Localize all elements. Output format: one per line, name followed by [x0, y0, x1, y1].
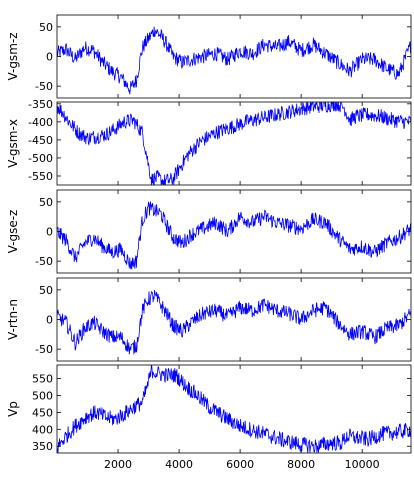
y-axis-label: V-rtn-n	[6, 299, 20, 340]
panel-1: 50 0 -50 V-gsm-z	[6, 14, 412, 99]
series-line	[57, 26, 411, 95]
y-tick-label: -400	[28, 116, 53, 129]
y-tick-label: 500	[32, 389, 53, 402]
y-tick-label: 0	[46, 226, 53, 239]
x-tick-label: 4000	[165, 458, 193, 471]
y-axis-label: Vp	[6, 401, 20, 417]
y-tick-label: -450	[28, 134, 53, 147]
y-axis-label: V-gsm-x	[6, 119, 20, 168]
y-tick-label: 0	[46, 51, 53, 64]
y-tick-label: 450	[32, 406, 53, 419]
series-line	[57, 365, 411, 453]
panel-2: -350 -400 -450 -500 -550 V-gsm-x	[6, 98, 412, 186]
panels: 500-50V-gsm-z-350-400-450-500-550V-gsm-x…	[6, 14, 412, 471]
panel-4: 50 0 -50 V-rtn-n	[6, 277, 412, 362]
y-tick-label: 50	[39, 196, 53, 209]
series-line	[57, 201, 411, 270]
y-tick-label: -50	[35, 255, 53, 268]
y-tick-label: 550	[32, 373, 53, 386]
y-tick-label: -500	[28, 152, 53, 165]
axes-frame	[56, 364, 412, 454]
x-tick-label: 8000	[287, 458, 315, 471]
series-line	[57, 102, 411, 185]
y-tick-label: 0	[46, 314, 53, 327]
panel-3: 50 0 -50 V-gse-z	[6, 189, 412, 274]
y-axis-label: V-gse-z	[6, 210, 20, 254]
y-axis-label: V-gsm-z	[6, 32, 20, 80]
y-tick-label: 400	[32, 423, 53, 436]
panel-5: 550 500 450 400 350 2000 4000 6000 8000 10000 Vp	[6, 364, 412, 471]
series-line	[57, 289, 411, 355]
x-tick-label: 10000	[345, 458, 380, 471]
x-tick-label: 2000	[104, 458, 132, 471]
y-tick-label: 350	[32, 440, 53, 453]
y-tick-label: -350	[28, 98, 53, 111]
y-tick-label: -50	[35, 343, 53, 356]
y-tick-label: -550	[28, 170, 53, 183]
y-tick-label: 50	[39, 284, 53, 297]
axes-frame	[56, 101, 412, 186]
y-tick-label: -50	[35, 80, 53, 93]
y-tick-label: 50	[39, 21, 53, 34]
x-tick-label: 6000	[226, 458, 254, 471]
